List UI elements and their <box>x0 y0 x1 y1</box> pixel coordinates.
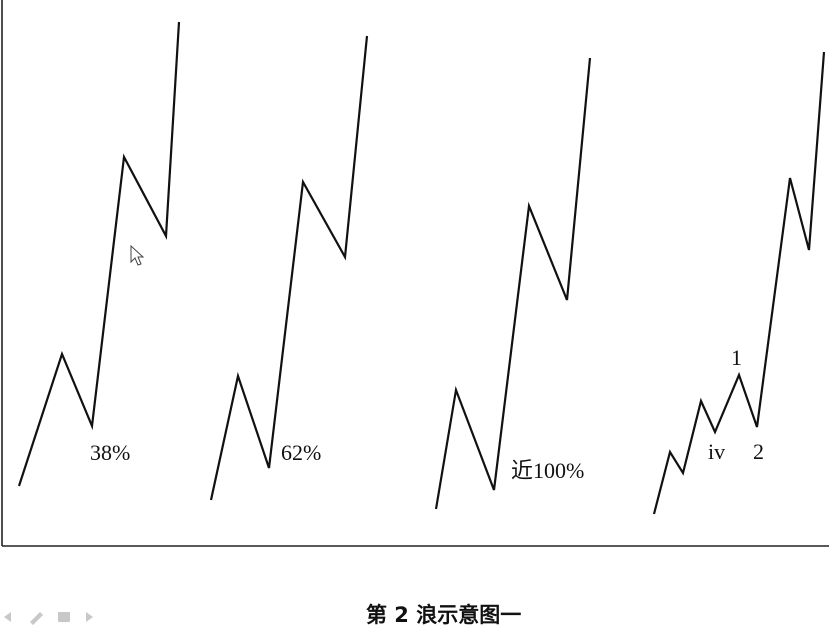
wave-label-1: 1 <box>731 345 742 370</box>
wave-panel-subwaves: 1 iv 2 <box>652 51 826 515</box>
wave-label-iv: iv <box>708 439 725 464</box>
figure-caption: 第 2 浪示意图一 <box>366 603 521 627</box>
wave-panel-62: 62% <box>209 35 369 501</box>
retracement-label-62: 62% <box>281 440 321 465</box>
wave-label-2: 2 <box>753 439 764 464</box>
retracement-label-100: 近100% <box>511 458 584 483</box>
wave-panel-100: 近100% <box>434 57 592 510</box>
wave-panel-38: 38% <box>17 21 181 487</box>
wave-path-62 <box>209 35 369 501</box>
pen-icon[interactable] <box>30 612 43 625</box>
prev-slide-icon[interactable] <box>4 612 11 622</box>
next-slide-icon[interactable] <box>86 612 93 622</box>
retracement-label-38: 38% <box>90 440 130 465</box>
menu-icon[interactable] <box>58 612 70 622</box>
diagram-frame <box>1 0 829 547</box>
slide-nav[interactable] <box>4 612 93 625</box>
wave-path-38 <box>17 21 181 487</box>
cursor-icon <box>130 244 145 266</box>
wave-path-subwaves <box>652 51 826 515</box>
wave-path-100 <box>434 57 592 510</box>
